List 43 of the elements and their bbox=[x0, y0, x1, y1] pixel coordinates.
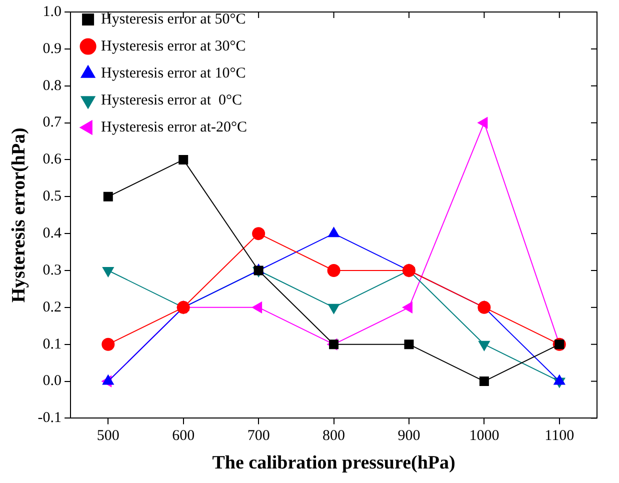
y-tick-label: 0.8 bbox=[42, 78, 62, 94]
point bbox=[176, 300, 190, 314]
legend-label: Hysteresis error at 0°C bbox=[101, 92, 242, 108]
point bbox=[328, 227, 340, 238]
y-axis-title: Hysteresis error(hPa) bbox=[8, 128, 30, 303]
y-tick-label: 0.2 bbox=[42, 299, 62, 316]
y-tick-label: 0.5 bbox=[42, 188, 62, 205]
x-tick-label: 700 bbox=[247, 428, 270, 444]
point bbox=[479, 376, 489, 386]
y-tick-label: 0.3 bbox=[42, 262, 62, 278]
point bbox=[478, 300, 491, 314]
y-tick-label: 0.0 bbox=[42, 373, 62, 390]
legend-label: Hysteresis error at-20°C bbox=[101, 119, 248, 136]
y-tick-label: 0.7 bbox=[42, 114, 62, 131]
point bbox=[252, 227, 266, 240]
y-tick-label: 0.6 bbox=[42, 152, 62, 168]
x-tick-label: 500 bbox=[96, 428, 120, 444]
point bbox=[402, 264, 416, 277]
point bbox=[328, 304, 340, 314]
y-tick-label: -0.1 bbox=[38, 410, 62, 426]
point bbox=[329, 340, 339, 350]
y-tick-label: 0.4 bbox=[42, 226, 62, 242]
point bbox=[178, 154, 188, 164]
point bbox=[478, 340, 490, 351]
x-tick-label: 800 bbox=[322, 428, 346, 444]
x-tick-label: 900 bbox=[398, 428, 420, 444]
x-tick-label: 1000 bbox=[469, 428, 500, 444]
point bbox=[103, 192, 113, 202]
y-tick-label: 0.9 bbox=[42, 40, 62, 57]
x-tick-label: 1100 bbox=[544, 428, 574, 444]
x-axis-title: The calibration pressure(hPa) bbox=[212, 452, 456, 474]
x-tick-label: 600 bbox=[172, 428, 195, 444]
point bbox=[252, 302, 262, 314]
point bbox=[478, 117, 488, 128]
y-tick-label: 0.1 bbox=[42, 336, 62, 352]
legend-label: Hysteresis error at 30°C bbox=[101, 38, 246, 54]
point bbox=[102, 338, 115, 351]
point bbox=[102, 266, 114, 277]
point bbox=[404, 340, 414, 350]
legend-label: Hysteresis error at 10°C bbox=[101, 65, 246, 82]
legend-label: Hysteresis error at 50°C bbox=[101, 11, 246, 28]
y-tick-label: 1.0 bbox=[42, 4, 62, 20]
point bbox=[327, 264, 340, 277]
